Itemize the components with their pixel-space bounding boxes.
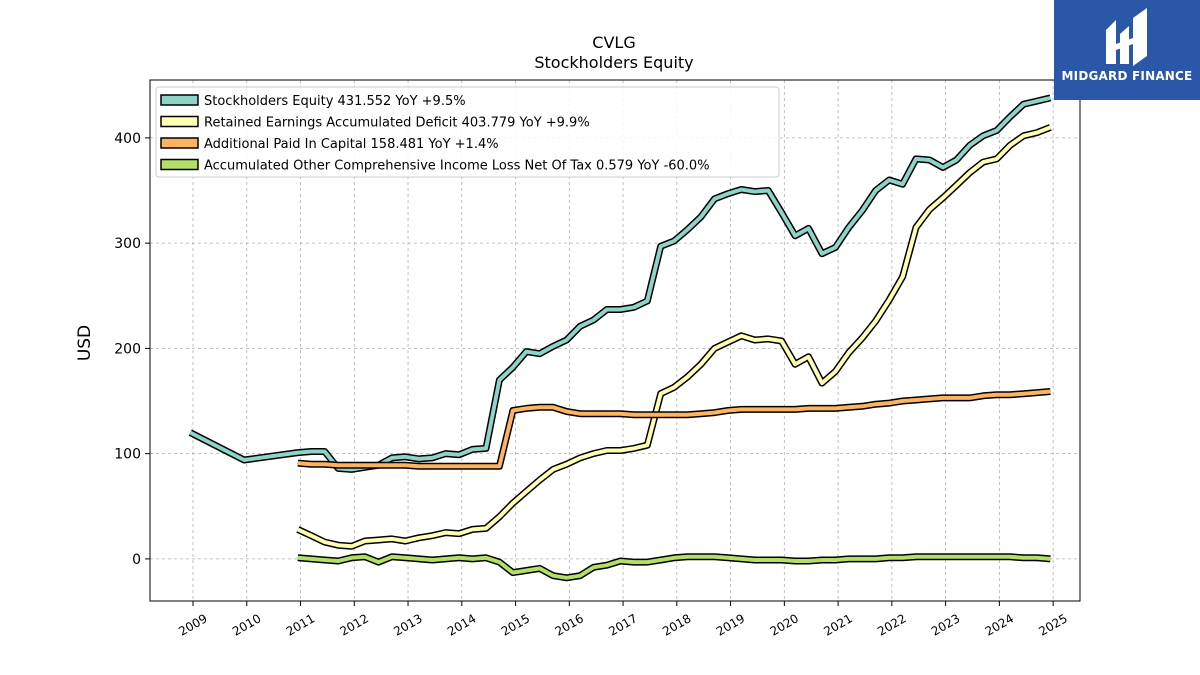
x-tick-label: 2023 bbox=[929, 611, 962, 638]
chart-title: CVLG bbox=[592, 33, 635, 52]
x-tick-label: 2021 bbox=[821, 611, 854, 638]
x-tick-label: 2020 bbox=[768, 611, 801, 638]
x-tick-label: 2014 bbox=[445, 611, 478, 638]
plot-area-frame bbox=[149, 79, 1081, 602]
legend-swatch bbox=[160, 137, 199, 149]
series-line-4 bbox=[297, 553, 1051, 582]
legend-label: Retained Earnings Accumulated Deficit 40… bbox=[204, 116, 590, 131]
x-tick-label: 2017 bbox=[606, 611, 639, 638]
x-tick-label: 2015 bbox=[499, 611, 532, 638]
y-axis-label: USD bbox=[75, 325, 95, 361]
series-line-3 bbox=[297, 388, 1051, 470]
legend-box bbox=[155, 86, 780, 178]
legend: Stockholders Equity 431.552 YoY +9.5% Ret… bbox=[155, 86, 780, 178]
midgard-finance-logo: MIDGARD FINANCE bbox=[1054, 0, 1200, 100]
series-line-fill bbox=[296, 125, 1052, 549]
legend-swatch bbox=[160, 94, 199, 106]
x-axis-ticks: 2009 2010 2011 2012 2013 2014 2015 2016 2017 2018… bbox=[176, 601, 1070, 639]
y-tick-label: 200 bbox=[114, 341, 141, 357]
legend-label: Stockholders Equity 431.552 YoY +9.5% bbox=[204, 94, 466, 109]
y-tick-label: 300 bbox=[114, 236, 141, 252]
series-line-outline bbox=[296, 124, 1052, 550]
x-tick-label: 2016 bbox=[553, 611, 586, 638]
legend-swatch bbox=[160, 158, 199, 171]
brand-name: MIDGARD FINANCE bbox=[1061, 69, 1193, 83]
x-tick-label: 2009 bbox=[176, 611, 209, 638]
y-tick-label: 0 bbox=[132, 552, 141, 568]
midgard-logo-icon bbox=[1106, 8, 1147, 66]
legend-label: Additional Paid In Capital 158.481 YoY +… bbox=[204, 137, 499, 152]
series-line-fill bbox=[189, 95, 1051, 472]
x-tick-label: 2024 bbox=[983, 611, 1016, 638]
x-tick-label: 2018 bbox=[660, 611, 693, 638]
series-line-fill bbox=[297, 554, 1051, 580]
y-tick-label: 100 bbox=[114, 447, 141, 463]
x-tick-label: 2011 bbox=[284, 611, 317, 638]
x-tick-label: 2019 bbox=[714, 611, 747, 638]
series-line-1 bbox=[188, 94, 1052, 473]
series-line-fill bbox=[297, 389, 1051, 469]
x-tick-label: 2012 bbox=[338, 611, 371, 638]
y-axis-ticks: 0 100 200 300 400 bbox=[114, 131, 150, 568]
series-lines bbox=[188, 94, 1052, 582]
x-tick-label: 2025 bbox=[1036, 611, 1069, 638]
x-tick-label: 2022 bbox=[875, 611, 908, 638]
x-tick-label: 2013 bbox=[391, 611, 424, 638]
y-tick-label: 400 bbox=[114, 131, 141, 147]
x-tick-label: 2010 bbox=[230, 611, 263, 638]
series-line-2 bbox=[296, 124, 1052, 550]
chart-subtitle: Stockholders Equity bbox=[534, 53, 693, 72]
legend-swatch bbox=[160, 115, 199, 128]
legend-label: Accumulated Other Comprehensive Income L… bbox=[204, 159, 710, 174]
